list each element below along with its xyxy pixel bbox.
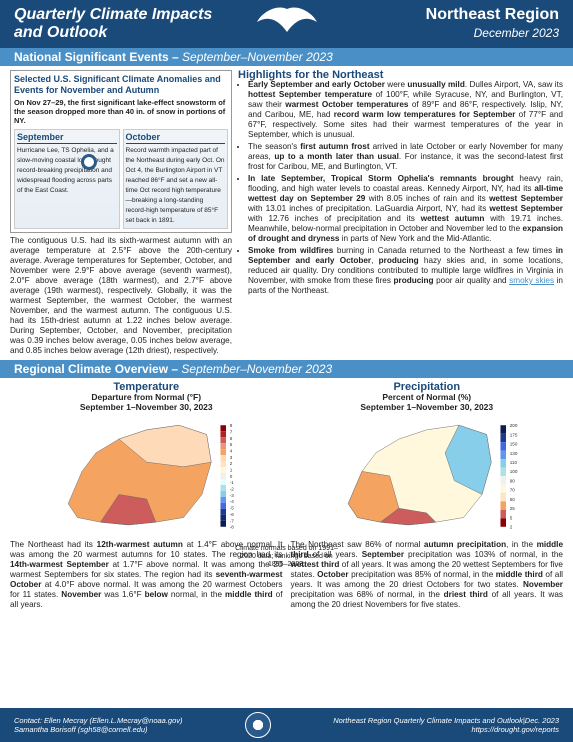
section1-title: National Significant Events –	[14, 50, 179, 64]
sept-anomaly: September Hurricane Lee, TS Ophelia, and…	[14, 129, 120, 229]
svg-text:175: 175	[510, 432, 518, 437]
anomaly-cols: September Hurricane Lee, TS Ophelia, and…	[14, 129, 228, 229]
precip-sub: Percent of Normal (%)	[291, 392, 564, 402]
highlights-col: Highlights for the Northeast Early Septe…	[238, 70, 563, 356]
svg-text:50: 50	[510, 497, 516, 502]
svg-text:150: 150	[510, 442, 518, 447]
svg-text:-2: -2	[229, 487, 234, 492]
header-bar: Quarterly Climate Impacts and Outlook No…	[0, 0, 573, 48]
svg-text:130: 130	[510, 451, 518, 456]
svg-text:-6: -6	[229, 512, 234, 517]
svg-text:2: 2	[229, 461, 232, 466]
noaa-mini-icon	[77, 144, 117, 174]
oct-text: Record warmth impacted part of the North…	[126, 147, 225, 224]
title-line2: and Outlook	[14, 24, 107, 41]
svg-text:110: 110	[510, 460, 518, 465]
selected-anomalies-col: Selected U.S. Significant Climate Anomal…	[10, 70, 232, 356]
highlights-list: Early September and early October were u…	[238, 80, 563, 296]
temp-sub: Departure from Normal (°F)	[10, 392, 283, 402]
footer-url: https://drought.gov/reports	[471, 725, 559, 734]
svg-text:200: 200	[510, 423, 518, 428]
highlights-title: Highlights for the Northeast	[238, 70, 563, 80]
temp-legend: 87 654 32 10-1 -2-3-4 -5-6-7 -8	[220, 423, 234, 530]
temp-map: 87 654 32 10-1 -2-3-4 -5-6-7 -8	[24, 416, 269, 536]
svg-text:6: 6	[229, 436, 232, 441]
svg-text:-8: -8	[229, 525, 234, 530]
highlight-3: In late September, Tropical Storm Opheli…	[248, 174, 563, 244]
svg-text:5: 5	[229, 442, 232, 447]
oct-anomaly: October Record warmth impacted part of t…	[123, 129, 229, 229]
section2-range: September–November 2023	[181, 362, 332, 376]
svg-text:90: 90	[510, 478, 516, 483]
precip-map-holder: 200 175 150 130 110 100 90 70 50 25 5 2	[291, 416, 564, 536]
anomalies-title: Selected U.S. Significant Climate Anomal…	[14, 74, 228, 96]
noaa-logo-icon	[245, 712, 271, 738]
section1-title-bar: National Significant Events – September–…	[0, 48, 573, 66]
section1-range: September–November 2023	[182, 50, 333, 64]
svg-text:-3: -3	[229, 493, 234, 498]
highlight-4: Smoke from wildfires burning in Canada r…	[248, 246, 563, 296]
svg-text:0: 0	[229, 474, 232, 479]
footer-bar: Contact: Ellen Mecray (Ellen.L.Mecray@no…	[0, 708, 573, 742]
svg-text:2: 2	[510, 525, 513, 530]
section2-title: Regional Climate Overview –	[14, 362, 178, 376]
section2-title-bar: Regional Climate Overview – September–No…	[0, 360, 573, 378]
svg-text:-4: -4	[229, 499, 234, 504]
precip-map: 200 175 150 130 110 100 90 70 50 25 5 2	[304, 416, 549, 536]
region-name: Northeast Region	[426, 6, 559, 24]
svg-text:3: 3	[229, 455, 232, 460]
national-summary-para: The contiguous U.S. had its sixth-warmes…	[10, 236, 232, 356]
report-date: December 2023	[426, 26, 559, 40]
oct-label: October	[126, 132, 226, 144]
title-line1: Quarterly Climate Impacts	[14, 6, 212, 23]
anomalies-box: Selected U.S. Significant Climate Anomal…	[10, 70, 232, 233]
svg-text:1: 1	[229, 468, 232, 473]
highlight-2: The season's first autumn frost arrived …	[248, 142, 563, 172]
header-right: Northeast Region December 2023	[426, 6, 559, 40]
svg-text:-7: -7	[229, 518, 234, 523]
svg-text:100: 100	[510, 469, 518, 474]
svg-text:7: 7	[229, 429, 232, 434]
contact-1: Contact: Ellen Mecray (Ellen.L.Mecray@no…	[14, 716, 183, 725]
svg-text:-1: -1	[229, 480, 234, 485]
national-events-row: Selected U.S. Significant Climate Anomal…	[0, 66, 573, 360]
footer-title: Northeast Region Quarterly Climate Impac…	[333, 716, 559, 725]
svg-text:-5: -5	[229, 506, 234, 511]
highlight-1: Early September and early October were u…	[248, 80, 563, 140]
temp-title: Temperature	[10, 382, 283, 392]
temp-map-holder: 87 654 32 10-1 -2-3-4 -5-6-7 -8	[10, 416, 283, 536]
anomalies-sub: On Nov 27–29, the first significant lake…	[14, 98, 228, 125]
svg-text:25: 25	[510, 506, 516, 511]
sept-label: September	[17, 132, 117, 144]
temp-range: September 1–November 30, 2023	[10, 402, 283, 412]
svg-text:5: 5	[510, 515, 513, 520]
svg-text:4: 4	[229, 448, 232, 453]
page-root: Quarterly Climate Impacts and Outlook No…	[0, 0, 573, 742]
precip-legend: 200 175 150 130 110 100 90 70 50 25 5 2	[501, 423, 518, 530]
contact-2: Samantha Borisoff (sgh58@cornell.edu)	[14, 725, 148, 734]
precip-range: September 1–November 30, 2023	[291, 402, 564, 412]
footer-contacts: Contact: Ellen Mecray (Ellen.L.Mecray@no…	[14, 716, 183, 734]
precip-title: Precipitation	[291, 382, 564, 392]
svg-text:8: 8	[229, 423, 232, 428]
bird-logo-icon	[257, 4, 317, 39]
header-title: Quarterly Climate Impacts and Outlook	[14, 6, 212, 42]
footer-right: Northeast Region Quarterly Climate Impac…	[333, 716, 559, 734]
svg-text:70: 70	[510, 488, 516, 493]
